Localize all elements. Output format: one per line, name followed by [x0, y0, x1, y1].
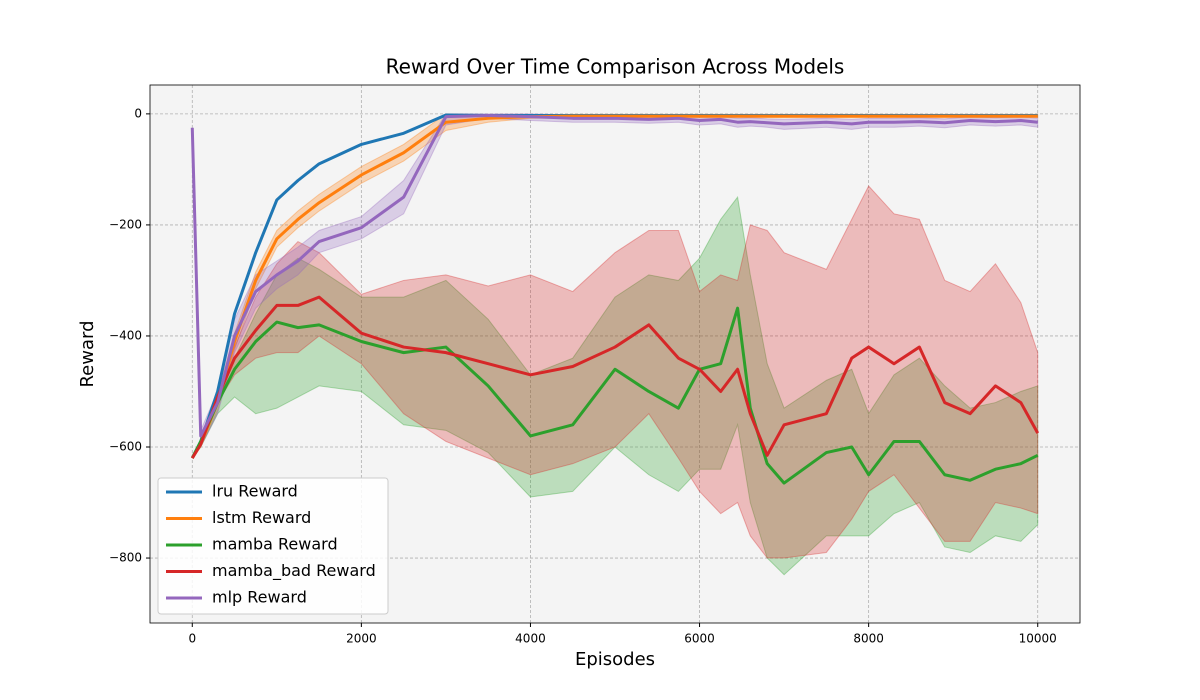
y-tick-label: −600: [109, 439, 142, 453]
error-band: [191, 195, 1039, 576]
chart-title: Reward Over Time Comparison Across Model…: [386, 55, 845, 79]
x-tick-label: 8000: [853, 632, 884, 646]
x-tick-label: 10000: [1019, 632, 1057, 646]
y-axis-label: Reward: [77, 320, 98, 387]
x-tick-label: 0: [188, 632, 196, 646]
x-tick-label: 4000: [515, 632, 546, 646]
y-tick-label: −200: [109, 217, 142, 231]
legend-label: mlp Reward: [212, 588, 307, 607]
plot-frame: [149, 84, 1081, 624]
line: [190, 114, 1038, 438]
y-tick-label: 0: [134, 106, 142, 120]
line: [190, 295, 1040, 459]
legend-box: [157, 477, 389, 615]
x-tick-label: 6000: [684, 632, 715, 646]
legend-label: mamba_bad Reward: [212, 561, 376, 581]
legend-label: lstm Reward: [212, 508, 311, 527]
x-axis-label: Episodes: [575, 649, 655, 670]
y-tick-label: −400: [109, 328, 142, 342]
legend-label: mamba Reward: [212, 535, 338, 554]
error-band: [191, 185, 1039, 559]
x-tick-label: 2000: [346, 632, 377, 646]
y-tick-label: −800: [109, 551, 142, 565]
line: [190, 114, 1038, 459]
legend-label: lru Reward: [212, 482, 298, 501]
line: [190, 306, 1039, 485]
